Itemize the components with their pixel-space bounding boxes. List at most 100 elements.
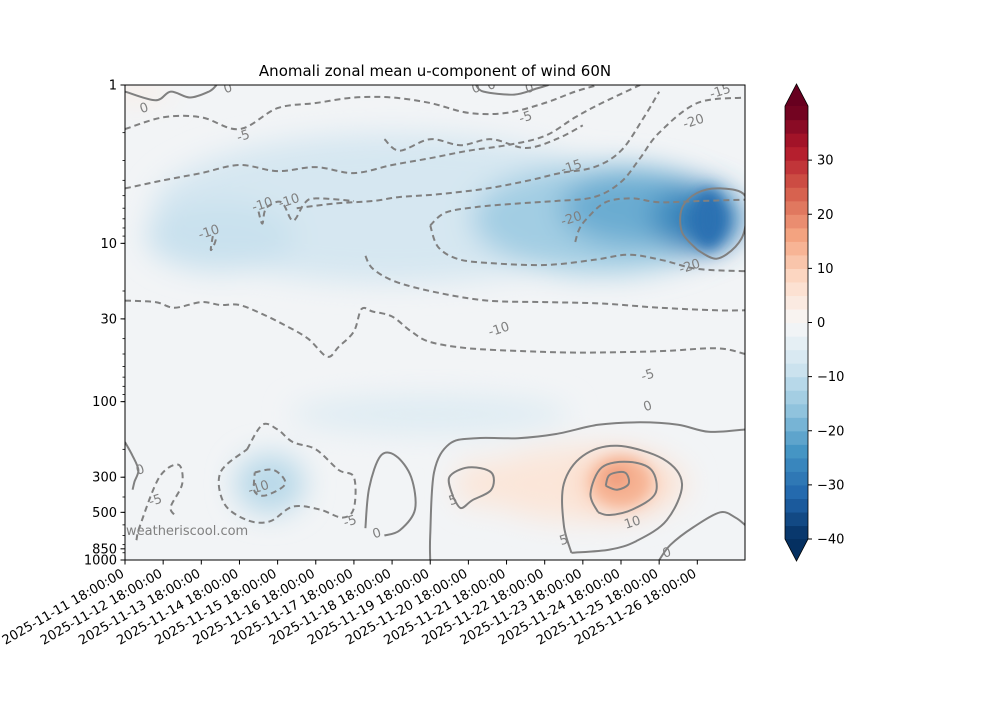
colorbar-segment bbox=[785, 376, 808, 391]
colorbar-segment bbox=[785, 173, 808, 188]
nonnegative-contour-line bbox=[447, 466, 495, 510]
negative-contour-line bbox=[125, 85, 599, 131]
nonnegative-contour-line bbox=[364, 451, 417, 537]
negative-contour-line bbox=[429, 225, 745, 273]
negative-contour-line bbox=[217, 422, 357, 524]
plot-frame bbox=[124, 84, 746, 561]
negative-contour-line bbox=[209, 235, 218, 252]
colorbar-segment bbox=[785, 146, 808, 161]
colorbar-segment bbox=[785, 308, 808, 324]
contour-label: -5 bbox=[639, 366, 656, 384]
contour-label: 0 bbox=[470, 80, 483, 97]
y-tick-label: 850 bbox=[92, 542, 117, 557]
colorbar-tick-label: 0 bbox=[817, 316, 825, 331]
colorbar-segment bbox=[785, 390, 808, 405]
contour-label: -10 bbox=[197, 222, 222, 243]
contour-label: 0 bbox=[485, 77, 498, 94]
colorbar-segment bbox=[785, 187, 808, 202]
colorbar-segment bbox=[785, 403, 808, 418]
contour-label: 0 bbox=[222, 80, 235, 97]
nonnegative-contour-line bbox=[679, 187, 745, 260]
contour-label: 10 bbox=[622, 513, 642, 532]
colorbar-tick-label: 20 bbox=[817, 208, 834, 223]
y-tick-label: 100 bbox=[92, 395, 117, 410]
colorbar-segment bbox=[785, 160, 808, 175]
colorbar-segment bbox=[785, 484, 808, 500]
negative-contour-line bbox=[296, 91, 661, 210]
colorbar-tick-label: −20 bbox=[817, 424, 844, 439]
anomaly-blob bbox=[290, 394, 571, 435]
colorbar-segment bbox=[785, 241, 808, 256]
colorbar-segment bbox=[785, 214, 808, 229]
colorbar-tick-label: −40 bbox=[817, 533, 844, 548]
colorbar-segment bbox=[785, 457, 808, 472]
colorbar-segment bbox=[785, 498, 808, 513]
contour-label: -10 bbox=[246, 478, 271, 499]
y-tick-label: 1 bbox=[109, 79, 117, 94]
colorbar-segment bbox=[785, 471, 808, 486]
colorbar-segment bbox=[785, 200, 808, 215]
colorbar-segment bbox=[785, 363, 808, 378]
nonnegative-contour-line bbox=[428, 421, 745, 560]
colorbar-tick-label: −10 bbox=[817, 370, 844, 385]
negative-contour-line bbox=[252, 468, 287, 497]
colorbar-segment bbox=[785, 444, 808, 459]
contour-label: -10 bbox=[250, 195, 275, 216]
negative-contour-line bbox=[257, 197, 354, 225]
colorbar-segment bbox=[785, 511, 808, 527]
contour-label: 0 bbox=[523, 80, 536, 97]
anomaly-blob bbox=[125, 85, 172, 102]
contour-label: -10 bbox=[277, 191, 302, 212]
colorbar-segment bbox=[785, 106, 808, 121]
nonnegative-contour-line bbox=[658, 511, 745, 560]
contour-label: -5 bbox=[147, 492, 164, 510]
anomaly-core bbox=[691, 188, 726, 249]
nonnegative-contour-line bbox=[589, 460, 658, 517]
contour-label: -20 bbox=[559, 209, 584, 230]
anomaly-fill-cores bbox=[591, 188, 726, 507]
contour-label: -10 bbox=[487, 320, 512, 341]
colorbar-tick-label: 30 bbox=[817, 154, 834, 169]
colorbar-segment bbox=[785, 336, 808, 351]
negative-contour-line bbox=[364, 255, 745, 312]
contour-label: -5 bbox=[517, 109, 534, 127]
colorbar: −40 −30 −20 −10 0 10 20 30 bbox=[784, 83, 844, 562]
contour-label: -20 bbox=[681, 112, 706, 133]
contour-label: -15 bbox=[559, 157, 584, 178]
colorbar-tick-label: −30 bbox=[817, 478, 844, 493]
contour-label: -5 bbox=[342, 513, 359, 531]
anomaly-fill-field bbox=[125, 85, 743, 522]
colorbar-segment bbox=[785, 119, 808, 134]
y-tick-label: 500 bbox=[92, 506, 117, 521]
negative-contour-line bbox=[125, 85, 641, 190]
colorbar-segment bbox=[785, 281, 808, 297]
nonnegative-contour-line bbox=[604, 470, 631, 491]
colorbar-segment bbox=[785, 349, 808, 364]
nonnegative-contour-line bbox=[125, 441, 140, 490]
colorbar-segment bbox=[785, 295, 808, 310]
colorbar-extend-min bbox=[785, 539, 808, 561]
nonnegative-contour-line bbox=[125, 85, 218, 102]
y-tick-label: 1000 bbox=[84, 554, 117, 569]
y-tick-label: 300 bbox=[92, 471, 117, 486]
contour-label: -5 bbox=[235, 127, 252, 145]
anomaly-blob bbox=[234, 453, 305, 514]
anomaly-blob bbox=[145, 201, 296, 272]
chart-title: Anomali zonal mean u-component of wind 6… bbox=[259, 62, 611, 80]
y-tick-label: 30 bbox=[100, 312, 117, 327]
colorbar-tick-label: 10 bbox=[817, 262, 834, 277]
colorbar-segment bbox=[785, 268, 808, 283]
colorbar-segment bbox=[785, 133, 808, 148]
colorbar-segment bbox=[785, 322, 808, 337]
negative-contour-line bbox=[383, 124, 584, 152]
nonnegative-contour-line bbox=[561, 444, 684, 554]
contour-lines bbox=[125, 85, 745, 560]
negative-contour-line bbox=[429, 96, 744, 227]
contour-label: -20 bbox=[677, 257, 702, 278]
colorbar-segment bbox=[785, 430, 808, 445]
colorbar-extend-max bbox=[785, 84, 808, 106]
y-tick-label: 10 bbox=[100, 237, 117, 252]
